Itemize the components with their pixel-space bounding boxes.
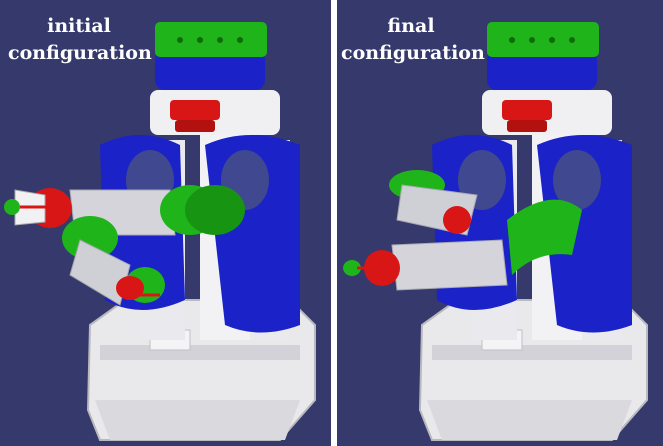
robot-render-initial [4,22,316,441]
robot-arm-lower [343,199,582,291]
caption-initial: initial configuration [8,13,152,67]
robot-arm-upper [389,170,478,236]
robot-head [482,22,612,135]
caption-final-line2: configuration [341,42,485,64]
panel-final-configuration: final configuration [337,0,663,446]
caption-final: final configuration [341,13,485,67]
robot-render-final [343,22,648,441]
robot-head [150,22,280,135]
robot-arm-lower [62,216,165,306]
caption-initial-line1: initial [47,15,111,37]
caption-initial-line2: configuration [8,42,152,64]
caption-final-line1: final [387,15,435,37]
panel-initial-configuration: initial configuration [0,0,331,446]
robot-arm-upper [4,185,245,236]
